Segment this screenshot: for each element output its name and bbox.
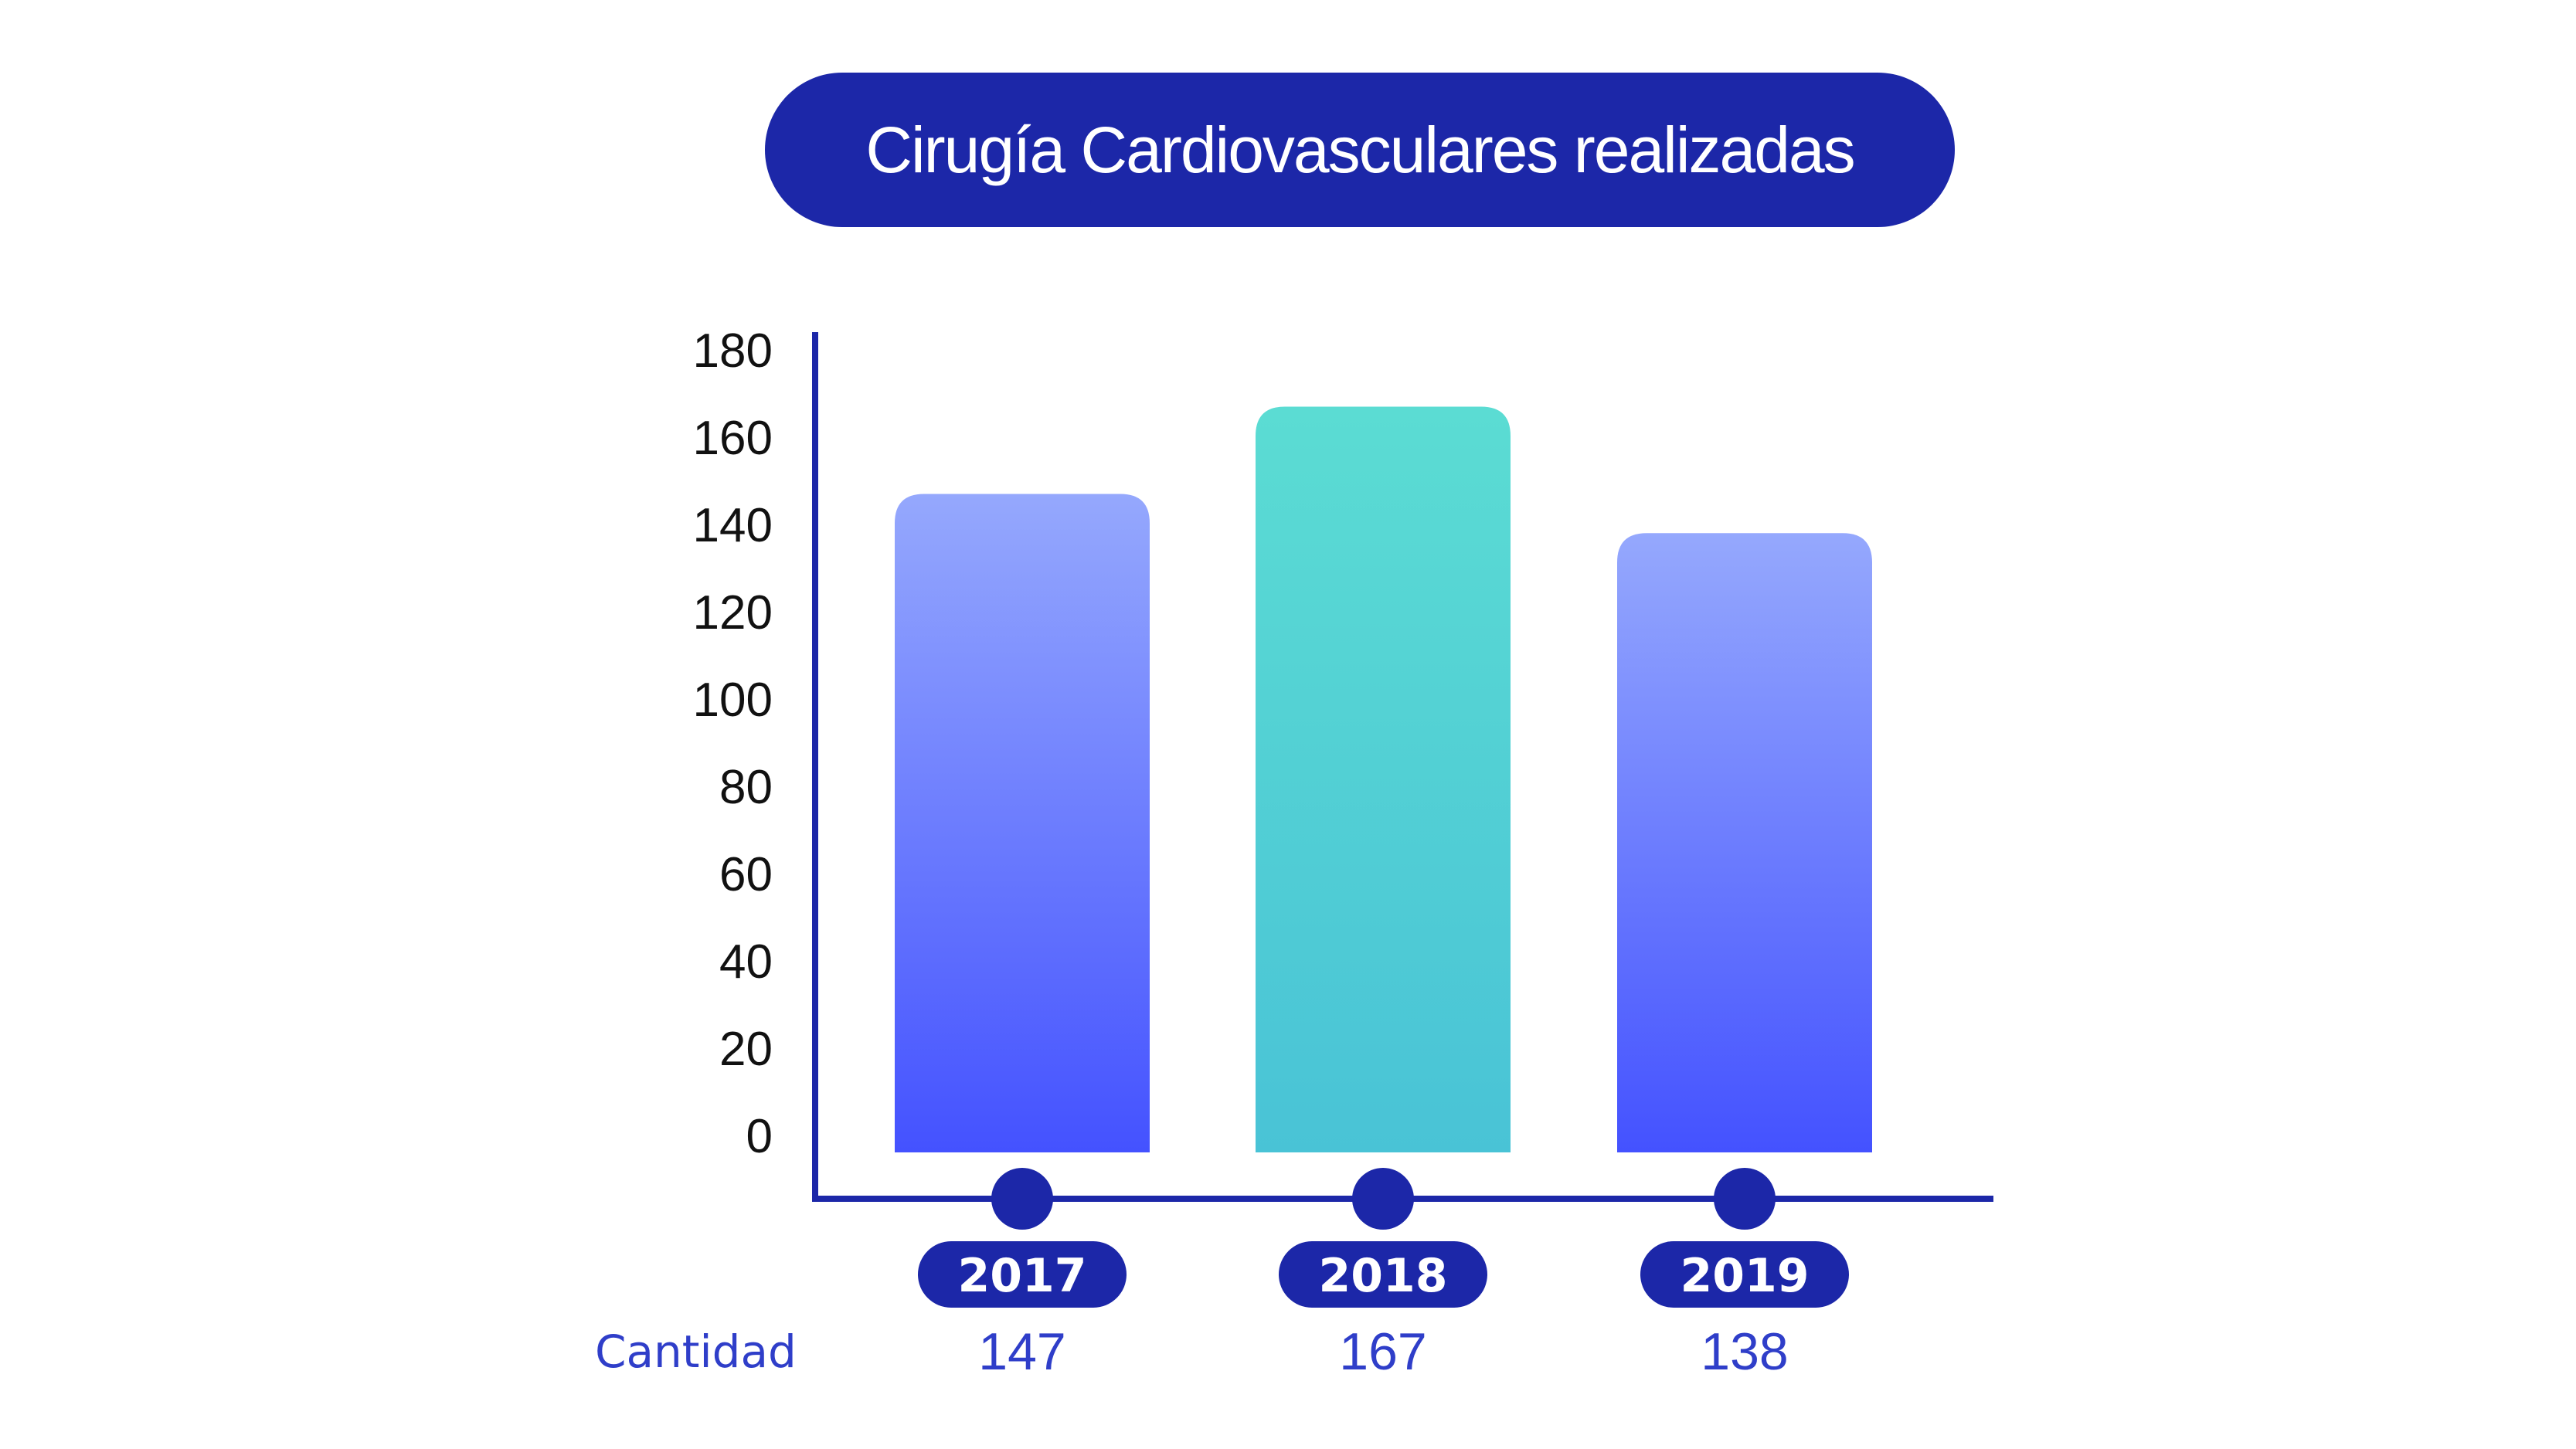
x-tick-label-2018: 2018 — [1319, 1249, 1448, 1303]
year-pill-2019 — [1640, 1241, 1849, 1308]
y-tick-label-180: 180 — [693, 324, 773, 378]
x-tick-label-2017: 2017 — [958, 1249, 1087, 1303]
chart-title-pill: Cirugía Cardiovasculares realizadas — [765, 73, 1955, 227]
year-pill-2018 — [1279, 1241, 1487, 1308]
x-axis-marker-2019 — [1714, 1168, 1776, 1230]
y-tick-label-0: 0 — [746, 1110, 773, 1163]
y-tick-label-20: 20 — [719, 1023, 773, 1076]
y-tick-label-80: 80 — [719, 761, 773, 814]
y-tick-label-60: 60 — [719, 848, 773, 901]
y-tick-label-120: 120 — [693, 586, 773, 640]
count-value-2017: 147 — [978, 1322, 1066, 1381]
row-label-cantidad: Cantidad — [595, 1325, 797, 1378]
y-tick-label-140: 140 — [693, 499, 773, 552]
x-axis-marker-2018 — [1352, 1168, 1414, 1230]
count-value-2019: 138 — [1701, 1322, 1789, 1381]
y-tick-label-40: 40 — [719, 935, 773, 989]
y-tick-label-100: 100 — [693, 674, 773, 727]
bar-2017 — [895, 494, 1150, 1152]
chart-title: Cirugía Cardiovasculares realizadas — [865, 113, 1855, 186]
y-tick-label-160: 160 — [693, 412, 773, 465]
x-axis-marker-2017 — [991, 1168, 1053, 1230]
bar-2019 — [1617, 533, 1872, 1152]
bar-2018 — [1256, 406, 1511, 1152]
x-tick-label-2019: 2019 — [1681, 1249, 1810, 1303]
year-pill-2017 — [918, 1241, 1127, 1308]
count-value-2018: 167 — [1339, 1322, 1427, 1381]
